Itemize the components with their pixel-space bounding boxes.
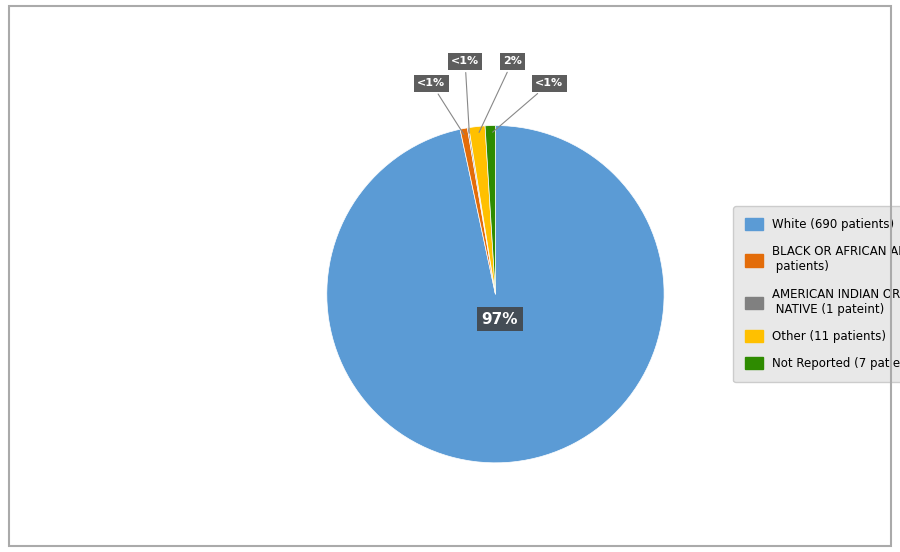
Wedge shape bbox=[467, 128, 495, 294]
Text: <1%: <1% bbox=[418, 78, 464, 135]
Wedge shape bbox=[485, 125, 496, 294]
Wedge shape bbox=[469, 126, 495, 294]
Text: <1%: <1% bbox=[451, 56, 479, 133]
Wedge shape bbox=[460, 128, 495, 294]
Legend: White (690 patients), BLACK OR AFRICAN AMERICAN (5
 patients), AMERICAN INDIAN O: White (690 patients), BLACK OR AFRICAN A… bbox=[734, 206, 900, 382]
Wedge shape bbox=[327, 125, 664, 463]
Text: 2%: 2% bbox=[479, 56, 522, 132]
Text: <1%: <1% bbox=[492, 78, 563, 132]
Text: 97%: 97% bbox=[482, 311, 518, 327]
